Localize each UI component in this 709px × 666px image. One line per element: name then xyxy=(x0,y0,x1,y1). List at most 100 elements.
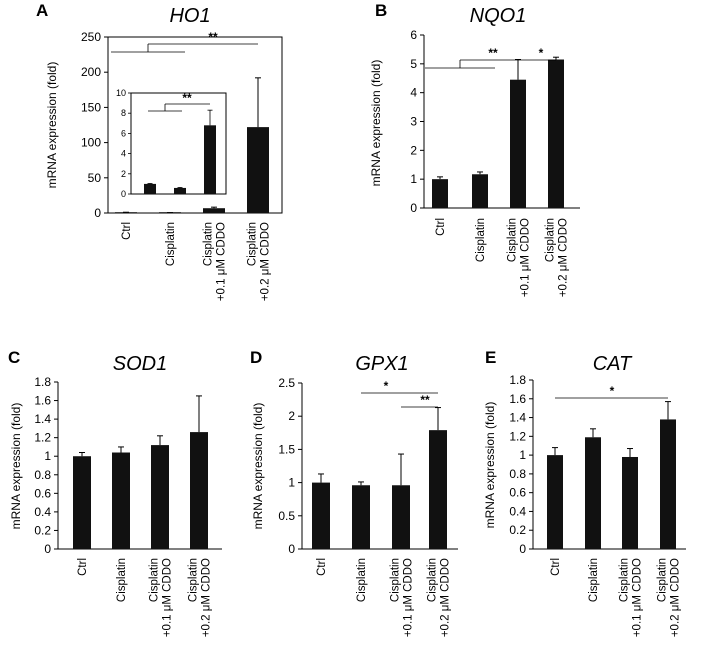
category-label: Cisplatin xyxy=(545,218,557,262)
bar xyxy=(585,437,601,549)
inset-bar xyxy=(204,125,216,194)
category-label: Cisplatin xyxy=(247,222,259,266)
y-tick-label: 0 xyxy=(519,542,526,556)
y-tick-label: 0.6 xyxy=(509,486,526,500)
y-tick-label: 200 xyxy=(81,65,101,79)
y-tick-label: 1.8 xyxy=(34,375,51,389)
panel-label: B xyxy=(375,1,387,20)
y-tick-label: 0 xyxy=(94,206,101,220)
y-tick-label: 1 xyxy=(410,172,417,186)
y-tick-label: 0 xyxy=(44,542,51,556)
significance-label: * xyxy=(384,379,389,393)
y-tick-label: 0.2 xyxy=(34,523,51,537)
category-label: Cisplatin xyxy=(619,558,631,602)
y-tick-label: 1.8 xyxy=(509,373,526,387)
category-label: Cisplatin xyxy=(149,558,161,602)
significance-label: * xyxy=(610,384,615,398)
category-label: Ctrl xyxy=(121,222,133,240)
panel-e: E CAT mRNA expression (fold) 0 0.2 0.4 0.6 0.8 1… xyxy=(483,348,686,637)
category-label: +0.2 μM CDDO xyxy=(201,558,213,637)
y-tick-label: 0 xyxy=(410,201,417,215)
y-axis-label: mRNA expression (fold) xyxy=(483,402,497,529)
inset-y-tick-label: 10 xyxy=(116,88,126,98)
y-tick-label: 1 xyxy=(288,476,295,490)
y-tick-label: 0.8 xyxy=(509,467,526,481)
category-label: +0.1 μM CDDO xyxy=(216,222,228,301)
panel-label: A xyxy=(36,1,48,20)
panel-label: C xyxy=(8,348,20,367)
bar xyxy=(112,452,130,549)
y-tick-label: 5 xyxy=(410,57,417,71)
y-tick-label: 2 xyxy=(288,409,295,423)
panel-title: HO1 xyxy=(169,5,210,27)
inset-bar xyxy=(174,187,186,194)
significance-label: ** xyxy=(420,393,430,407)
y-tick-label: 0.4 xyxy=(509,504,526,518)
category-label: Cisplatin xyxy=(390,558,402,602)
inset-y-tick-label: 6 xyxy=(121,128,126,138)
y-tick-label: 4 xyxy=(410,86,417,100)
category-label: Cisplatin xyxy=(657,558,669,602)
y-tick-label: 1.4 xyxy=(509,411,526,425)
category-label: Ctrl xyxy=(435,218,447,236)
category-label: Cisplatin xyxy=(475,218,487,262)
y-tick-label: 1.5 xyxy=(278,442,295,456)
inset-chart: 0 2 4 6 8 10 ** xyxy=(116,88,227,199)
bar xyxy=(312,482,330,549)
category-label: Cisplatin xyxy=(188,558,200,602)
y-tick-label: 1.6 xyxy=(509,392,526,406)
category-label: +0.2 μM CDDO xyxy=(670,558,682,637)
inset-bar xyxy=(144,183,156,194)
inset-y-tick-label: 4 xyxy=(121,149,126,159)
y-tick-label: 0.4 xyxy=(34,505,51,519)
category-label: Cisplatin xyxy=(116,558,128,602)
panel-label: E xyxy=(485,348,496,367)
y-tick-label: 0.5 xyxy=(278,509,295,523)
significance-label: ** xyxy=(208,30,218,44)
y-tick-label: 6 xyxy=(410,28,417,42)
category-label: Cisplatin xyxy=(507,218,519,262)
y-tick-label: 50 xyxy=(88,171,102,185)
y-tick-label: 1.2 xyxy=(34,431,51,445)
category-label: +0.1 μM CDDO xyxy=(632,558,644,637)
panel-b: B NQO1 mRNA expression (fold) 0 1 2 3 4 5 6 Ctrl Ci… xyxy=(369,1,580,297)
y-tick-label: 0 xyxy=(288,542,295,556)
y-tick-label: 0.6 xyxy=(34,486,51,500)
bar xyxy=(190,432,208,549)
inset-significance-label: ** xyxy=(182,91,192,105)
inset-y-tick-label: 0 xyxy=(121,189,126,199)
y-tick-label: 250 xyxy=(81,30,101,44)
bar xyxy=(203,208,225,213)
category-label: Cisplatin xyxy=(427,558,439,602)
y-tick-label: 150 xyxy=(81,100,101,114)
significance-label: ** xyxy=(488,46,498,60)
y-tick-label: 1.4 xyxy=(34,412,51,426)
bar xyxy=(510,79,526,208)
y-tick-label: 1.2 xyxy=(509,429,526,443)
category-label: +0.1 μM CDDO xyxy=(162,558,174,637)
y-tick-label: 2 xyxy=(410,143,417,157)
panel-d: D GPX1 mRNA expression (fold) 0 0.5 1 1.5 2 2.5 C… xyxy=(250,348,458,637)
category-label: +0.2 μM CDDO xyxy=(440,558,452,637)
category-label: Cisplatin xyxy=(356,558,368,602)
significance-label: * xyxy=(539,46,544,60)
category-label: Cisplatin xyxy=(165,222,177,266)
bar xyxy=(432,179,448,208)
bar xyxy=(151,445,169,549)
panel-title: GPX1 xyxy=(355,353,408,375)
bar xyxy=(247,127,269,213)
bar xyxy=(548,59,564,209)
category-label: Ctrl xyxy=(316,558,328,576)
y-tick-label: 1.6 xyxy=(34,394,51,408)
bar xyxy=(660,419,676,549)
category-label: Ctrl xyxy=(550,558,562,576)
inset-y-tick-label: 8 xyxy=(121,108,126,118)
y-axis-label: mRNA expression (fold) xyxy=(251,403,265,530)
y-axis-label: mRNA expression (fold) xyxy=(45,62,59,189)
bar xyxy=(73,456,91,549)
y-tick-label: 2.5 xyxy=(278,376,295,390)
category-label: +0.2 μM CDDO xyxy=(558,218,570,297)
category-label: +0.2 μM CDDO xyxy=(260,222,272,301)
